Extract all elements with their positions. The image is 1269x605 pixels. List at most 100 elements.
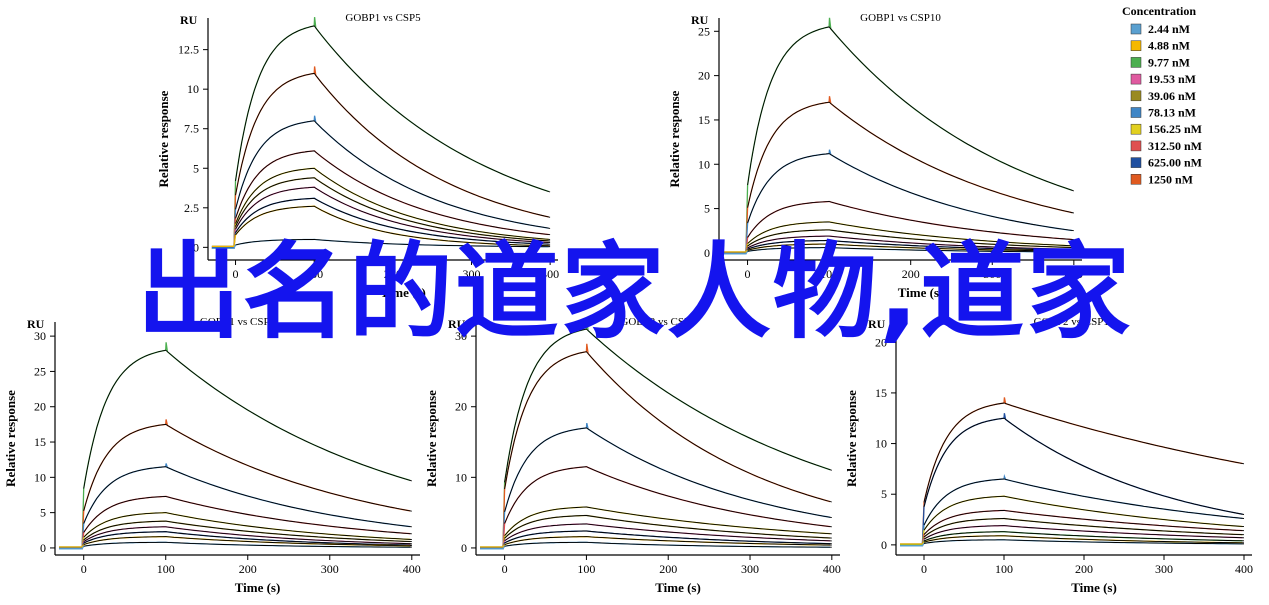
series-line <box>211 115 549 248</box>
fit-line <box>235 197 551 245</box>
legend-item-label: 625.00 nM <box>1148 156 1202 170</box>
fit-line <box>747 221 1074 247</box>
x-axis-label: Time (s) <box>655 580 701 595</box>
x-tick-label: 300 <box>983 267 1001 281</box>
x-tick-label: 300 <box>462 267 480 281</box>
fit-line <box>747 235 1074 250</box>
legend-title: Concentration <box>1122 4 1196 18</box>
x-axis-label: Time (s) <box>235 580 281 595</box>
legend-item-label: 19.53 nM <box>1148 72 1196 86</box>
y-axis-label: Relative response <box>424 390 439 487</box>
x-tick-label: 400 <box>1235 562 1253 576</box>
x-tick-label: 0 <box>921 562 927 576</box>
y-tick-label: 5 <box>193 161 199 175</box>
overlay-banner-text: 出名的道家人物,道家 <box>136 231 1133 353</box>
y-axis-label: Relative response <box>3 390 18 487</box>
y-tick-label: 5 <box>40 506 46 520</box>
x-tick-label: 0 <box>233 267 239 281</box>
legend-item-label: 39.06 nM <box>1148 89 1196 103</box>
y-tick-label: 20 <box>34 400 46 414</box>
fit-line <box>923 539 1245 545</box>
legend-swatch <box>1130 107 1142 118</box>
y-tick-label: 0 <box>40 541 46 555</box>
fit-line <box>235 205 551 247</box>
unit-label: RU <box>27 317 45 331</box>
fit-line <box>83 526 412 545</box>
y-axis-label: Relative response <box>667 90 682 187</box>
y-tick-label: 7.5 <box>184 122 199 136</box>
fit-line <box>923 531 1245 542</box>
x-tick-label: 400 <box>823 562 841 576</box>
y-tick-label: 25 <box>698 24 710 38</box>
y-tick-label: 15 <box>34 435 46 449</box>
chart-title: GOBP1 vs CSP10 <box>860 12 941 24</box>
y-tick-label: 0 <box>193 240 199 254</box>
fit-line <box>923 402 1245 503</box>
y-tick-label: 0 <box>461 541 467 555</box>
y-tick-label: 20 <box>875 335 887 349</box>
fit-line <box>747 26 1074 192</box>
legend-item-label: 1250 nM <box>1148 172 1193 186</box>
legend-item-label: 2.44 nM <box>1148 22 1190 36</box>
fit-line <box>504 328 832 483</box>
legend-swatch <box>1130 157 1142 168</box>
fit-line <box>923 509 1245 535</box>
y-tick-label: 25 <box>34 364 46 378</box>
fit-line <box>747 243 1074 252</box>
legend-item-label: 4.88 nM <box>1148 39 1190 53</box>
chart-panel-2: 0 5 10 15 20 25 0 100 200 300 400 GOBP1 vs CSP10 RU T… <box>667 12 1083 300</box>
legend-swatch <box>1130 123 1142 135</box>
chart-title: GOBP1 vs CSP1 <box>200 316 275 328</box>
legend-item-label: 312.50 nM <box>1148 139 1202 153</box>
y-tick-label: 30 <box>455 329 467 343</box>
series-line <box>211 17 549 249</box>
x-tick-label: 400 <box>541 267 559 281</box>
fit-line <box>83 531 412 546</box>
fit-line <box>747 247 1074 253</box>
fit-line <box>923 495 1245 531</box>
fit-line <box>504 530 832 545</box>
y-tick-label: 5 <box>881 487 887 501</box>
fit-line <box>504 427 832 519</box>
legend-swatch <box>1130 57 1142 68</box>
series-line <box>723 17 1073 255</box>
y-tick-label: 10 <box>187 82 199 96</box>
fit-line <box>83 536 412 547</box>
fit-line <box>235 72 551 218</box>
y-tick-label: 12.5 <box>178 43 199 57</box>
x-tick-label: 200 <box>902 267 920 281</box>
fit-line <box>504 466 832 528</box>
series-line <box>723 96 1073 254</box>
series-line <box>211 66 549 248</box>
fit-line <box>83 423 412 512</box>
fit-line <box>504 351 832 503</box>
x-tick-label: 400 <box>403 562 421 576</box>
chart-title: GOBP2 vs CSP5 <box>620 316 696 328</box>
fit-line <box>235 120 551 229</box>
x-tick-label: 100 <box>157 562 175 576</box>
fit-line <box>235 167 551 240</box>
y-tick-label: 0 <box>704 246 710 260</box>
legend-swatch <box>1130 40 1142 51</box>
fit-line <box>923 417 1245 515</box>
y-axis-label: Relative response <box>156 90 171 187</box>
fit-line <box>235 238 551 248</box>
x-tick-label: 200 <box>659 562 677 576</box>
y-tick-label: 10 <box>698 157 710 171</box>
legend-swatch <box>1130 73 1142 85</box>
fit-line <box>747 240 1074 251</box>
y-tick-label: 0 <box>881 538 887 552</box>
legend-swatch <box>1130 90 1142 102</box>
fit-line <box>747 153 1074 232</box>
fit-line <box>504 536 832 546</box>
fit-line <box>923 518 1245 538</box>
unit-label: RU <box>180 13 198 27</box>
chart-panel-1: 0 2.5 5 7.5 10 12.5 0 100 200 300 400 GOBP1 vs CSP5… <box>156 12 559 300</box>
legend-swatch <box>1130 140 1142 152</box>
y-tick-label: 15 <box>875 386 887 400</box>
x-tick-label: 0 <box>81 562 87 576</box>
